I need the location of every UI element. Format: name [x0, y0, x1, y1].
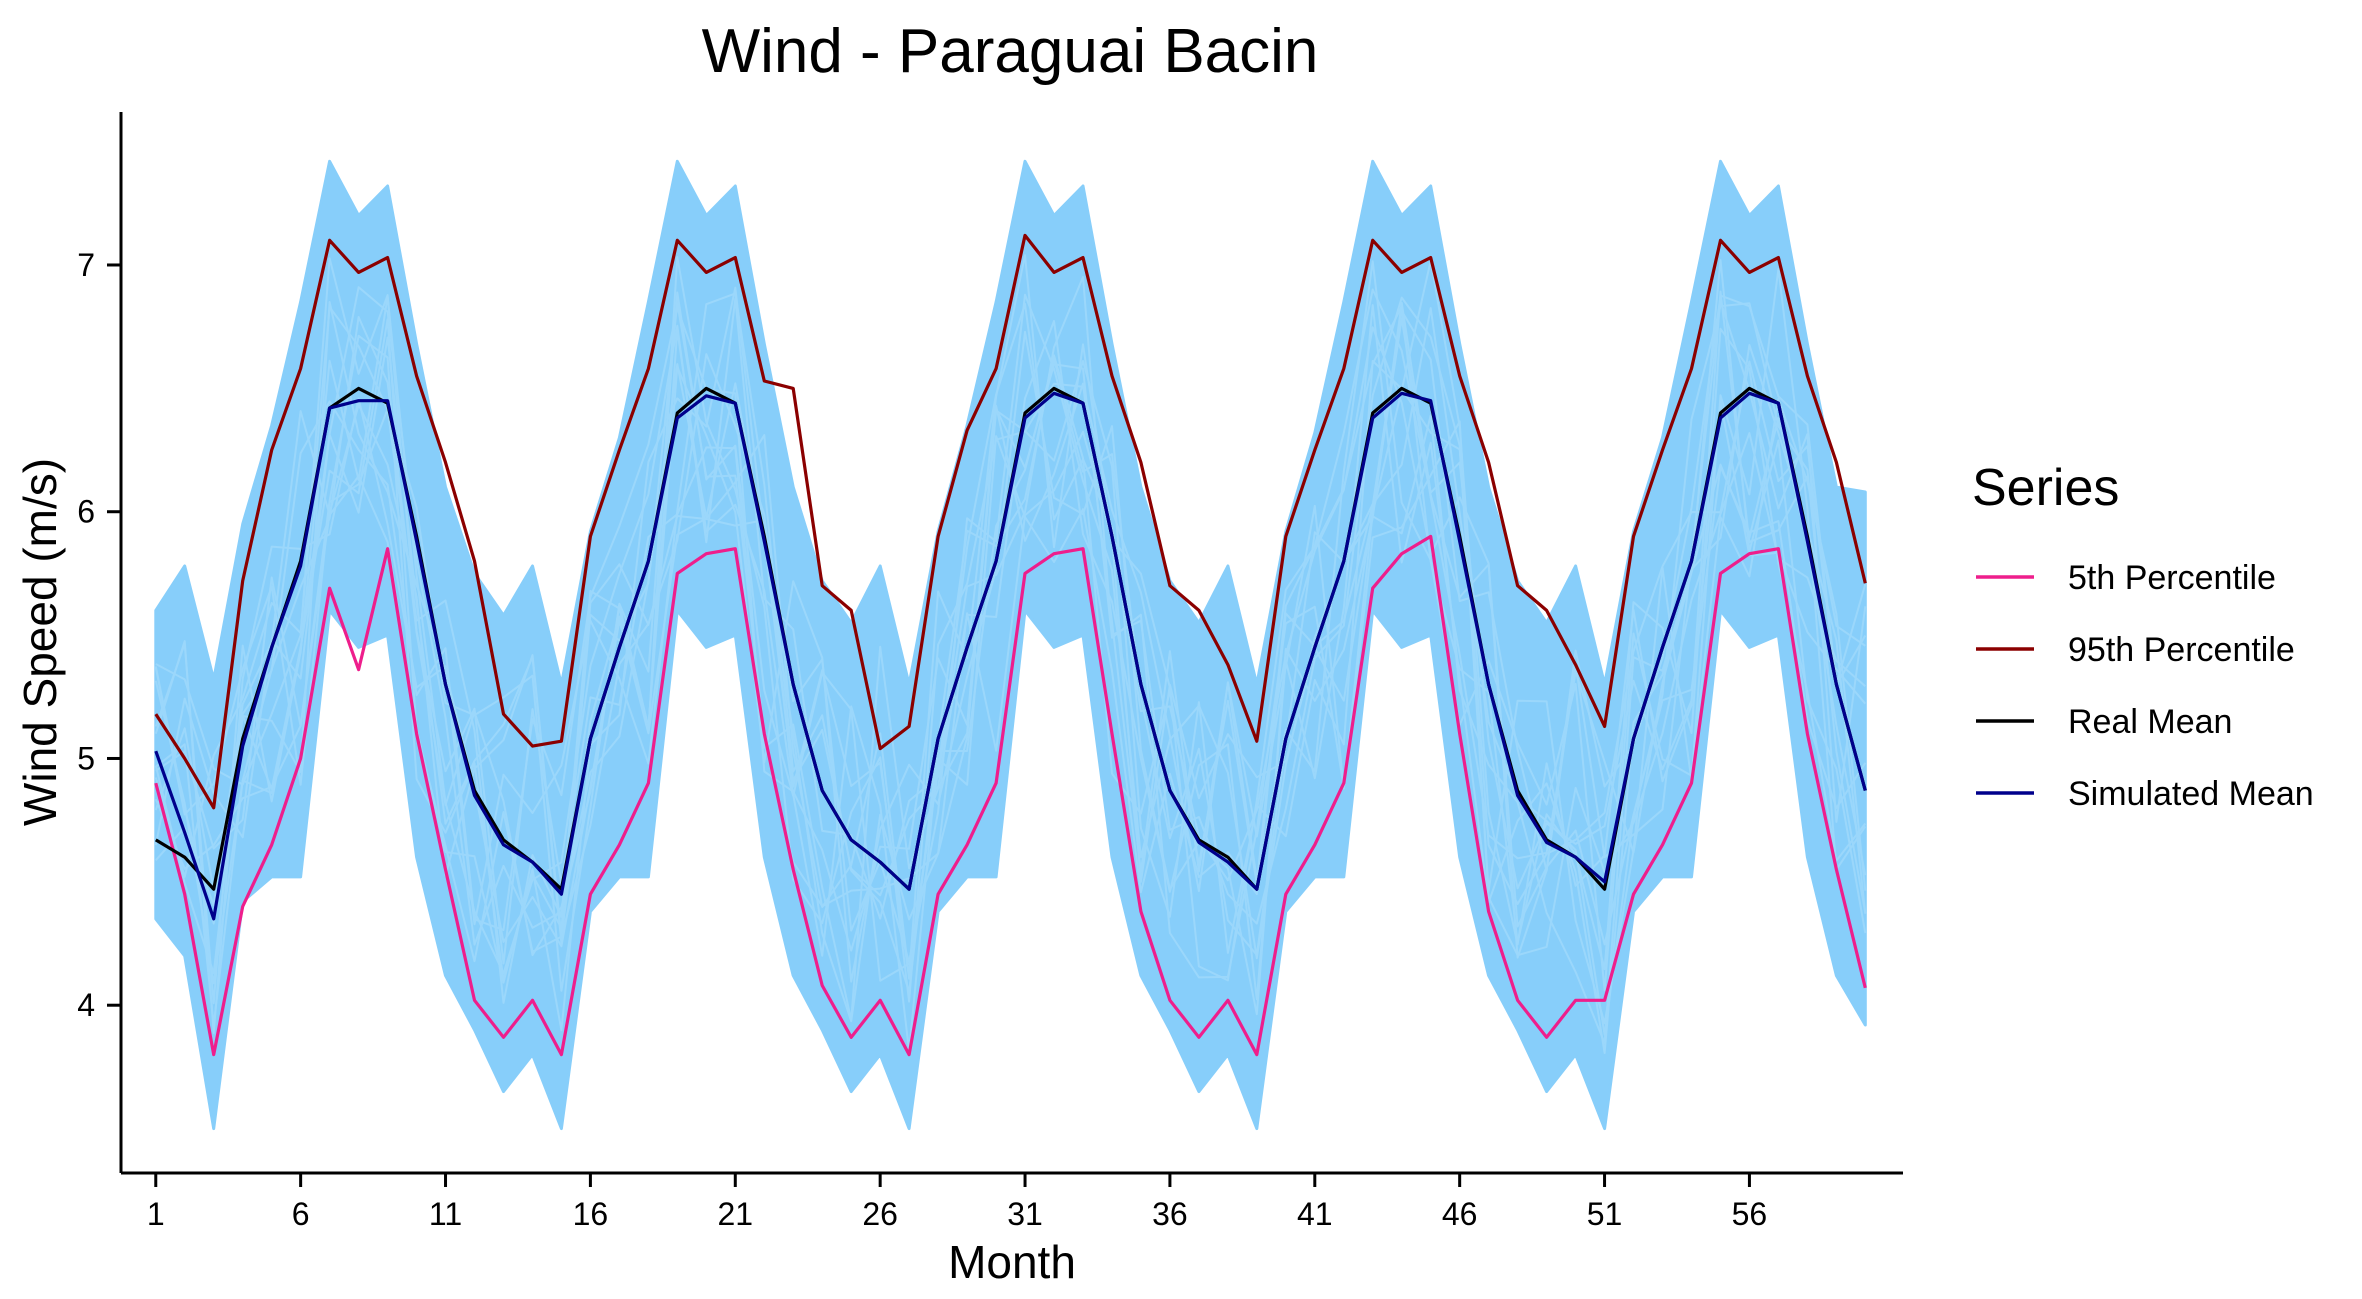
- x-tick-label: 46: [1442, 1196, 1478, 1232]
- simulation-trace: [154, 259, 1867, 1052]
- x-tick-label: 56: [1732, 1196, 1768, 1232]
- simulation-trace: [154, 288, 1867, 1035]
- simulation-trace: [155, 302, 1867, 982]
- y-tick-label: 6: [77, 494, 95, 530]
- x-tick-label: 11: [429, 1196, 462, 1232]
- simulation-band: [154, 159, 1867, 1131]
- x-tick-label: 41: [1297, 1196, 1333, 1232]
- simulation-envelope: [154, 159, 1867, 1131]
- x-tick-label: 31: [1007, 1196, 1043, 1232]
- x-tick-label: 6: [292, 1196, 310, 1232]
- y-axis-title: Wind Speed (m/s): [14, 458, 66, 826]
- series-lines: [154, 233, 1867, 1057]
- x-tick-label: 21: [717, 1196, 753, 1232]
- x-tick-label: 26: [862, 1196, 898, 1232]
- simulation-trace: [154, 268, 1867, 1025]
- simulation-trace: [155, 301, 1867, 1026]
- legend-label: 5th Percentile: [2068, 559, 2276, 597]
- chart-title: Wind - Paraguai Bacin: [702, 17, 1319, 86]
- legend-label: Simulated Mean: [2068, 775, 2314, 813]
- simulation-trace: [154, 286, 1867, 1023]
- series-line-5th-percentile: [154, 534, 1867, 1057]
- legend-label: 95th Percentile: [2068, 631, 2295, 669]
- legend: Series 5th Percentile 95th Percentile Real…: [1972, 459, 2314, 813]
- x-tick-label: 36: [1152, 1196, 1188, 1232]
- y-tick-label: 4: [77, 987, 95, 1023]
- x-axis-title: Month: [948, 1236, 1076, 1288]
- y-tick-label: 5: [77, 740, 95, 776]
- x-tick-label: 1: [147, 1196, 165, 1232]
- y-tick-label: 7: [77, 247, 95, 283]
- x-tick-label: 51: [1587, 1196, 1623, 1232]
- x-tick-label: 16: [573, 1196, 609, 1232]
- legend-label: Real Mean: [2068, 703, 2232, 741]
- simulation-trace: [154, 256, 1866, 1003]
- legend-title: Series: [1972, 459, 2119, 517]
- x-axis-ticks: 1 6 11 16 21 26 31 36 41 46 51 56: [147, 1173, 1767, 1232]
- series-line-95th-percentile: [154, 233, 1867, 810]
- y-axis-ticks: 4 5 6 7: [77, 247, 121, 1023]
- simulation-trace: [155, 257, 1866, 1021]
- series-line-simulated-mean: [154, 391, 1867, 921]
